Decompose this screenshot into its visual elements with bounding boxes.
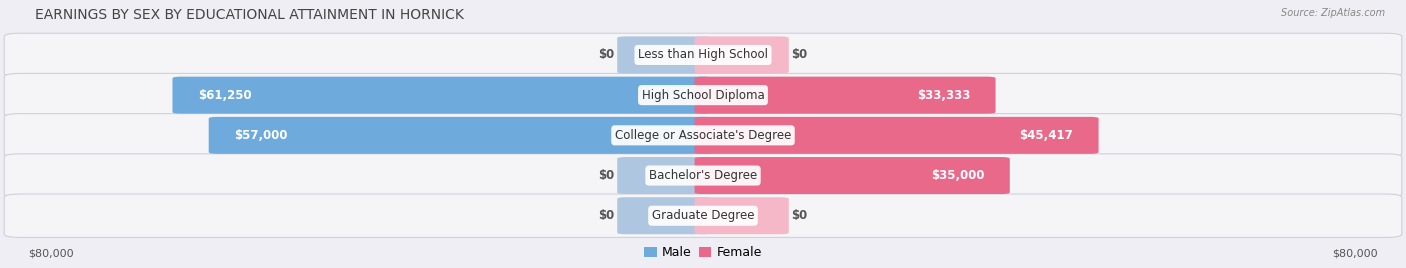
Text: Graduate Degree: Graduate Degree <box>652 209 754 222</box>
Text: $0: $0 <box>792 209 808 222</box>
FancyBboxPatch shape <box>4 154 1402 197</box>
Text: $0: $0 <box>598 169 614 182</box>
FancyBboxPatch shape <box>208 117 711 154</box>
Text: $0: $0 <box>598 49 614 61</box>
Legend: Male, Female: Male, Female <box>644 246 762 259</box>
FancyBboxPatch shape <box>695 117 1098 154</box>
FancyBboxPatch shape <box>4 114 1402 157</box>
Text: EARNINGS BY SEX BY EDUCATIONAL ATTAINMENT IN HORNICK: EARNINGS BY SEX BY EDUCATIONAL ATTAINMEN… <box>35 8 464 22</box>
Text: $0: $0 <box>598 209 614 222</box>
FancyBboxPatch shape <box>4 33 1402 77</box>
FancyBboxPatch shape <box>617 36 711 73</box>
Text: College or Associate's Degree: College or Associate's Degree <box>614 129 792 142</box>
Text: $80,000: $80,000 <box>28 248 73 258</box>
FancyBboxPatch shape <box>173 77 711 114</box>
Text: $61,250: $61,250 <box>198 89 252 102</box>
Text: $33,333: $33,333 <box>917 89 970 102</box>
Text: $80,000: $80,000 <box>1333 248 1378 258</box>
FancyBboxPatch shape <box>695 197 789 234</box>
Text: $45,417: $45,417 <box>1019 129 1073 142</box>
FancyBboxPatch shape <box>695 157 1010 194</box>
Text: Less than High School: Less than High School <box>638 49 768 61</box>
FancyBboxPatch shape <box>4 194 1402 237</box>
Text: $35,000: $35,000 <box>931 169 984 182</box>
FancyBboxPatch shape <box>695 77 995 114</box>
FancyBboxPatch shape <box>695 36 789 73</box>
Text: $57,000: $57,000 <box>233 129 287 142</box>
FancyBboxPatch shape <box>617 157 711 194</box>
FancyBboxPatch shape <box>617 197 711 234</box>
FancyBboxPatch shape <box>4 73 1402 117</box>
Text: $0: $0 <box>792 49 808 61</box>
Text: High School Diploma: High School Diploma <box>641 89 765 102</box>
Text: Bachelor's Degree: Bachelor's Degree <box>650 169 756 182</box>
Text: Source: ZipAtlas.com: Source: ZipAtlas.com <box>1281 8 1385 18</box>
